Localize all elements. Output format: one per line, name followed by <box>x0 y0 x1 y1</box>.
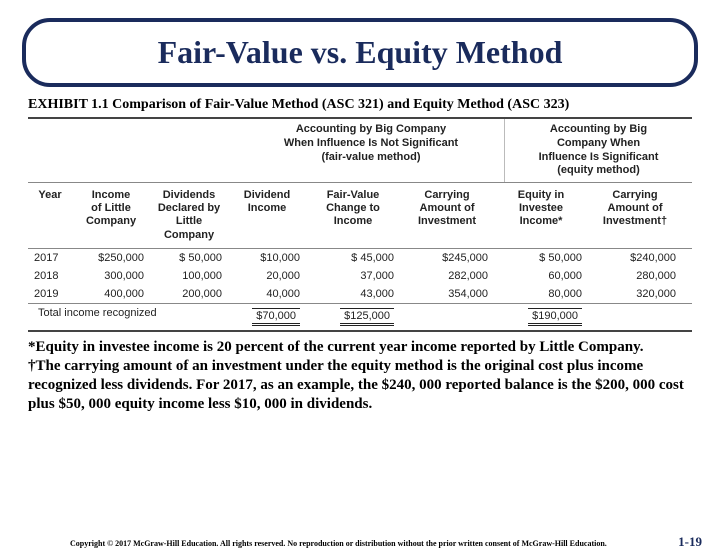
table-column-headers: Year Incomeof LittleCompany DividendsDec… <box>28 183 692 249</box>
cell-eq: 80,000 <box>494 287 588 301</box>
title-box: Fair-Value vs. Equity Method <box>22 18 698 87</box>
total-dinc: $70,000 <box>252 308 300 326</box>
page-title: Fair-Value vs. Equity Method <box>46 34 674 71</box>
table-spacer <box>28 119 238 182</box>
total-blank1 <box>400 307 494 327</box>
copyright-text: Copyright © 2017 McGraw-Hill Education. … <box>70 539 607 548</box>
cell-eq: 60,000 <box>494 269 588 283</box>
cell-carr2: 320,000 <box>588 287 682 301</box>
cell-fvc: $ 45,000 <box>306 251 400 265</box>
cell-year: 2019 <box>28 287 72 301</box>
cell-carr: 282,000 <box>400 269 494 283</box>
cell-dinc: 20,000 <box>228 269 306 283</box>
cell-carr: $245,000 <box>400 251 494 265</box>
cell-inc: $250,000 <box>72 251 150 265</box>
table-group-headers: Accounting by Big CompanyWhen Influence … <box>28 119 692 183</box>
cell-fvc: 37,000 <box>306 269 400 283</box>
group-head-fair: Accounting by Big CompanyWhen Influence … <box>238 119 504 182</box>
comparison-table: Accounting by Big CompanyWhen Influence … <box>28 117 692 332</box>
group-head-equity: Accounting by BigCompany WhenInfluence I… <box>504 119 692 182</box>
col-div-income: DividendIncome <box>228 183 306 248</box>
table-row: 2018 300,000 100,000 20,000 37,000 282,0… <box>28 267 692 285</box>
total-fvc: $125,000 <box>340 308 394 326</box>
cell-div: 100,000 <box>150 269 228 283</box>
col-equity-income: Equity inInvesteeIncome* <box>494 183 588 248</box>
cell-inc: 400,000 <box>72 287 150 301</box>
footnote-1: *Equity in investee income is 20 percent… <box>28 338 692 357</box>
total-label: Total income recognized <box>28 307 228 327</box>
total-eq: $190,000 <box>528 308 582 326</box>
cell-div: 200,000 <box>150 287 228 301</box>
cell-fvc: 43,000 <box>306 287 400 301</box>
cell-div: $ 50,000 <box>150 251 228 265</box>
cell-eq: $ 50,000 <box>494 251 588 265</box>
cell-carr: 354,000 <box>400 287 494 301</box>
col-fv-change: Fair-ValueChange toIncome <box>306 183 400 248</box>
col-income: Incomeof LittleCompany <box>72 183 150 248</box>
cell-dinc: 40,000 <box>228 287 306 301</box>
total-blank2 <box>588 307 682 327</box>
cell-carr2: 280,000 <box>588 269 682 283</box>
col-dividends: DividendsDeclared byLittleCompany <box>150 183 228 248</box>
col-year: Year <box>28 183 72 248</box>
table-row: 2017 $250,000 $ 50,000 $10,000 $ 45,000 … <box>28 249 692 267</box>
col-carrying2: CarryingAmount ofInvestment† <box>588 183 682 248</box>
cell-inc: 300,000 <box>72 269 150 283</box>
col-carrying: CarryingAmount ofInvestment <box>400 183 494 248</box>
cell-carr2: $240,000 <box>588 251 682 265</box>
cell-year: 2017 <box>28 251 72 265</box>
cell-dinc: $10,000 <box>228 251 306 265</box>
cell-year: 2018 <box>28 269 72 283</box>
table-row: 2019 400,000 200,000 40,000 43,000 354,0… <box>28 285 692 303</box>
footnote-2: †The carrying amount of an investment un… <box>28 357 692 415</box>
page-number: 1-19 <box>678 534 702 550</box>
table-total-row: Total income recognized $70,000 $125,000… <box>28 303 692 330</box>
exhibit-caption: EXHIBIT 1.1 Comparison of Fair-Value Met… <box>28 97 692 113</box>
footnotes: *Equity in investee income is 20 percent… <box>28 338 692 415</box>
